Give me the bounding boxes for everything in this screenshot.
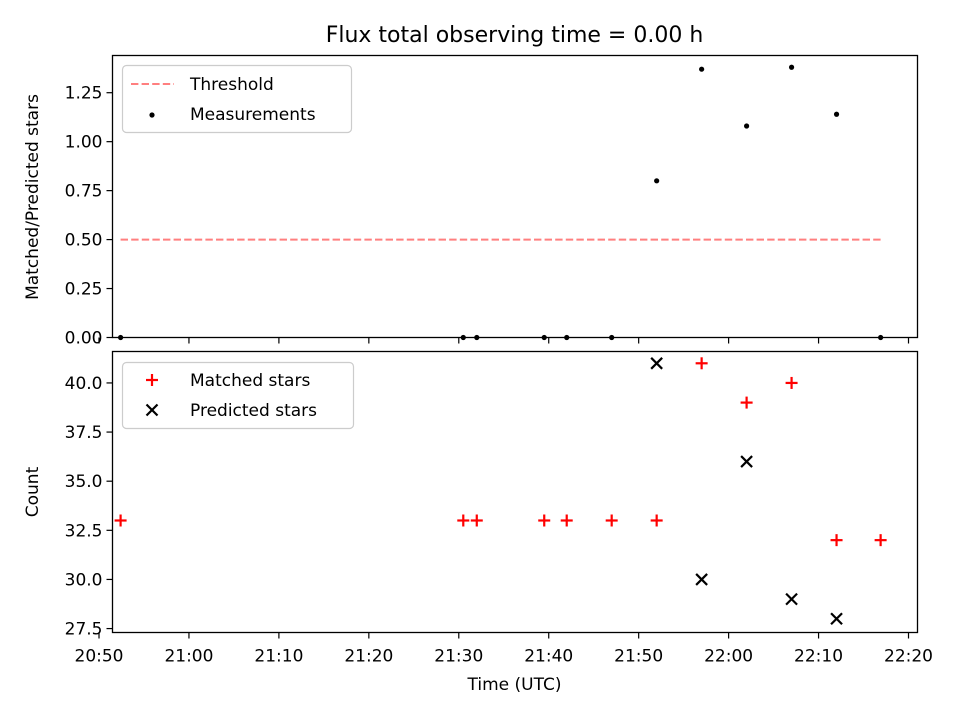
top-y-tick-label: 1.00: [65, 133, 103, 153]
matched-star-point: [740, 396, 753, 409]
matched-star-point: [695, 357, 708, 370]
legend-predicted-swatch: [145, 403, 159, 417]
bottom-y-tick-label: 40.0: [65, 374, 103, 394]
top-legend-box: [121, 64, 353, 134]
predicted-star-point: [785, 592, 798, 606]
predicted-star-point: [830, 612, 843, 626]
x-tick-label: 21:10: [254, 647, 303, 667]
measurement-point: [788, 64, 795, 70]
bottom-legend-box: [121, 361, 355, 430]
bottom-y-ticks: 27.5 30.0 32.5 35.0 37.5 40.0: [65, 374, 113, 640]
top-plot-marks: [117, 64, 884, 341]
legend-matched-label: Matched stars: [190, 371, 310, 391]
figure-title: Flux total observing time = 0.00 h: [326, 23, 704, 48]
matched-star-point: [785, 376, 798, 389]
predicted-star-point: [695, 573, 708, 586]
bottom-panel: 27.5 30.0 32.5 35.0 37.5 40.0 20:50 21:00 21:10…: [23, 350, 933, 695]
matched-star-point: [470, 514, 483, 527]
bottom-legend: Matched stars Predicted stars: [121, 361, 355, 430]
top-y-ticks: 0.00 0.25 0.50 0.75 1.00 1.25: [65, 84, 113, 349]
bottom-plot-marks: [114, 357, 887, 626]
bottom-x-ticks: 20:50 21:00 21:10 21:20 21:30 21:40 21:50 22:00…: [75, 632, 933, 667]
bottom-y-tick-label: 27.5: [65, 620, 103, 640]
bottom-y-tick-label: 30.0: [65, 570, 103, 590]
x-tick-label: 21:20: [344, 647, 393, 667]
x-tick-label: 20:50: [75, 647, 124, 667]
top-y-tick-label: 0.50: [65, 231, 103, 251]
legend-measurements-label: Measurements: [190, 105, 316, 125]
top-y-tick-label: 1.25: [65, 84, 103, 104]
top-y-axis-label: Matched/Predicted stars: [23, 94, 43, 300]
x-tick-label: 21:40: [524, 647, 573, 667]
predicted-star-point: [740, 455, 753, 468]
legend-threshold-label: Threshold: [189, 75, 274, 95]
x-tick-label: 22:00: [704, 647, 753, 667]
top-x-tick-marks: [98, 337, 910, 344]
matched-star-point: [874, 534, 887, 547]
bottom-y-tick-label: 32.5: [65, 521, 103, 541]
matched-star-point: [457, 514, 470, 527]
x-axis-label: Time (UTC): [467, 675, 562, 695]
x-tick-label: 21:00: [164, 647, 213, 667]
measurement-point: [654, 178, 660, 184]
x-tick-label: 21:30: [434, 647, 483, 667]
measurement-point: [744, 123, 750, 129]
x-tick-label: 22:20: [884, 647, 933, 667]
legend-measurements-swatch: [149, 112, 155, 118]
matched-star-point: [605, 514, 618, 527]
matched-star-point: [830, 534, 843, 547]
x-tick-label: 21:50: [614, 647, 663, 667]
x-tick-label: 22:10: [794, 647, 843, 667]
measurement-point: [699, 66, 705, 72]
matched-star-point: [560, 514, 573, 527]
matched-star-point: [114, 514, 127, 527]
bottom-y-axis-label: Count: [23, 466, 43, 517]
bottom-y-tick-label: 35.0: [65, 472, 103, 492]
bottom-y-tick-label: 37.5: [65, 423, 103, 443]
measurement-point: [833, 111, 840, 117]
top-panel: 0.00 0.25 0.50 0.75 1.00 1.25 Matched/Predict…: [23, 54, 919, 349]
matched-star-point: [538, 514, 551, 527]
top-legend: Threshold Measurements: [121, 64, 353, 134]
top-y-tick-label: 0.00: [65, 329, 103, 349]
legend-predicted-label: Predicted stars: [190, 401, 317, 421]
top-y-tick-label: 0.25: [65, 280, 103, 300]
top-y-tick-label: 0.75: [65, 182, 103, 202]
predicted-star-point: [650, 357, 663, 370]
top-axes-frame: [111, 54, 919, 339]
matched-star-point: [650, 514, 663, 527]
bottom-axes-frame: [111, 350, 919, 634]
legend-matched-swatch: [146, 374, 158, 386]
